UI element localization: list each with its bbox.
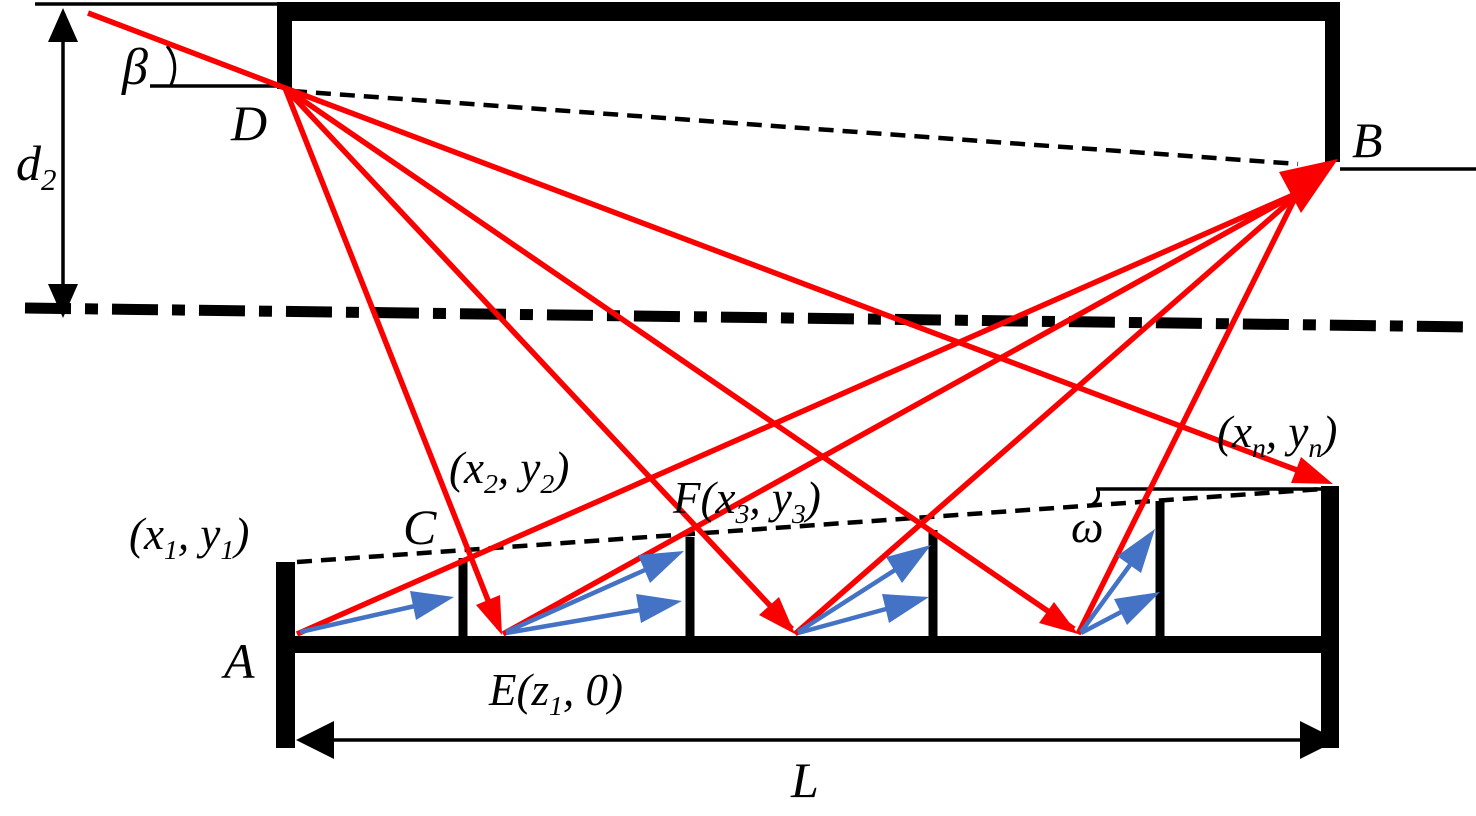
scatter-arrow-e-steep-head (638, 551, 684, 583)
l-arrowhead-right (1300, 721, 1338, 759)
labels: d2 β D B A C (x1, y1) (x2, y2) F(x3, y3)… (16, 39, 1383, 808)
bottom-left-wall (276, 562, 295, 748)
label-x2y2: (x2, y2) (449, 443, 569, 500)
scatter-arrow-a-shaft (299, 603, 416, 635)
scatter-arrow-f-steep-shaft (796, 568, 897, 634)
d2-arrowhead-up (48, 8, 78, 42)
top-wall-right-baffle (1325, 2, 1340, 162)
scatter-arrow-e-steep-shaft (505, 567, 646, 635)
ray-d-to-exit (284, 85, 1319, 481)
ray-arrowhead-at-f (759, 597, 795, 634)
scatter-arrow-a-head (410, 591, 454, 620)
label-beta: β (121, 39, 148, 96)
ray-d-to-e (282, 86, 502, 630)
ray-e-to-b (501, 190, 1300, 637)
label-l: L (790, 752, 819, 808)
red-rays (87, 10, 1338, 637)
scatter-arrow-p4-steep-head (1117, 529, 1155, 573)
scatter-arrow-f-steep-head (886, 545, 931, 583)
label-xnyn: (xn, yn) (1217, 407, 1337, 464)
label-point-b: B (1352, 112, 1383, 168)
ray-arrowhead-exit (1291, 457, 1333, 484)
scatter-arrow-e-shallow-head (636, 594, 682, 623)
label-omega: ω (1071, 501, 1103, 552)
optical-axis-centerline (24, 302, 1476, 333)
dashed-line-d-to-b (291, 88, 1299, 167)
beta-angle-arc (165, 45, 177, 86)
ray-d-to-f (282, 86, 795, 631)
top-wall (277, 2, 1340, 21)
ray-a-to-b (295, 189, 1302, 637)
scatter-arrow-p4-shallow-head (1114, 592, 1160, 625)
omega-angle-arc (1089, 489, 1101, 508)
label-point-d: D (230, 95, 267, 151)
label-point-c: C (403, 499, 437, 555)
ray-d-to-p4 (283, 85, 1076, 632)
label-d2: d2 (16, 135, 57, 197)
top-wall-left-baffle (277, 2, 292, 89)
label-x1y1: (x1, y1) (129, 509, 249, 566)
bottom-right-wall (1321, 486, 1339, 748)
ray-arrowhead-at-e (476, 595, 502, 635)
incident-ray (87, 10, 286, 91)
label-point-f-x3y3: F(x3, y3) (672, 473, 821, 530)
scatter-arrow-p4-shallow-shaft (1079, 610, 1123, 635)
label-point-e-z1: E(z1, 0) (488, 665, 623, 722)
bottom-base-wall (276, 636, 1339, 653)
scatter-arrow-e-shallow-shaft (505, 607, 641, 636)
ray-p4-to-b (1075, 198, 1297, 636)
scatter-arrow-f-shallow-shaft (797, 606, 887, 636)
scatter-arrow-p4-steep-shaft (1079, 563, 1132, 634)
scatter-arrow-f-shallow-head (882, 594, 929, 623)
d2-arrowhead-down (48, 284, 78, 318)
l-arrowhead-left (296, 721, 334, 759)
ray-arrowhead-at-p4 (1039, 602, 1078, 634)
ray-f-to-b (793, 193, 1298, 637)
label-point-a: A (221, 633, 255, 689)
blue-scatter-arrows (299, 529, 1160, 636)
ray-arrowhead-at-b (1279, 159, 1338, 213)
